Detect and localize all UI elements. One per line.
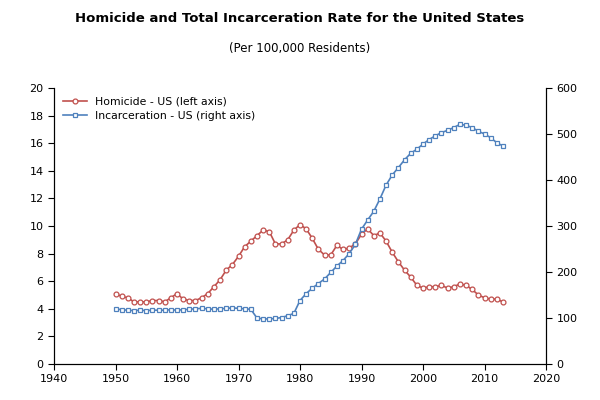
Incarceration - US (right axis) [499, 144, 506, 148]
Homicide - US (left axis) [112, 291, 119, 296]
Homicide - US (left axis) [340, 247, 347, 252]
Legend: Homicide - US (left axis), Incarceration - US (right axis): Homicide - US (left axis), Incarceration… [59, 94, 259, 124]
Incarceration - US (right axis) [278, 315, 285, 320]
Incarceration - US (right axis) [112, 306, 119, 311]
Homicide - US (left axis) [296, 222, 304, 227]
Incarceration - US (right axis) [161, 308, 169, 312]
Line: Homicide - US (left axis): Homicide - US (left axis) [113, 222, 505, 304]
Homicide - US (left axis) [376, 230, 383, 235]
Line: Incarceration - US (right axis): Incarceration - US (right axis) [113, 122, 505, 321]
Text: (Per 100,000 Residents): (Per 100,000 Residents) [229, 42, 371, 55]
Incarceration - US (right axis) [370, 209, 377, 214]
Homicide - US (left axis) [167, 295, 175, 300]
Homicide - US (left axis) [315, 247, 322, 252]
Incarceration - US (right axis) [364, 218, 371, 222]
Homicide - US (left axis) [499, 300, 506, 304]
Homicide - US (left axis) [130, 300, 137, 304]
Homicide - US (left axis) [278, 242, 285, 246]
Text: Homicide and Total Incarceration Rate for the United States: Homicide and Total Incarceration Rate fo… [76, 12, 524, 25]
Incarceration - US (right axis) [457, 122, 464, 127]
Incarceration - US (right axis) [334, 264, 341, 268]
Incarceration - US (right axis) [260, 316, 267, 321]
Incarceration - US (right axis) [309, 286, 316, 290]
Homicide - US (left axis) [370, 233, 377, 238]
